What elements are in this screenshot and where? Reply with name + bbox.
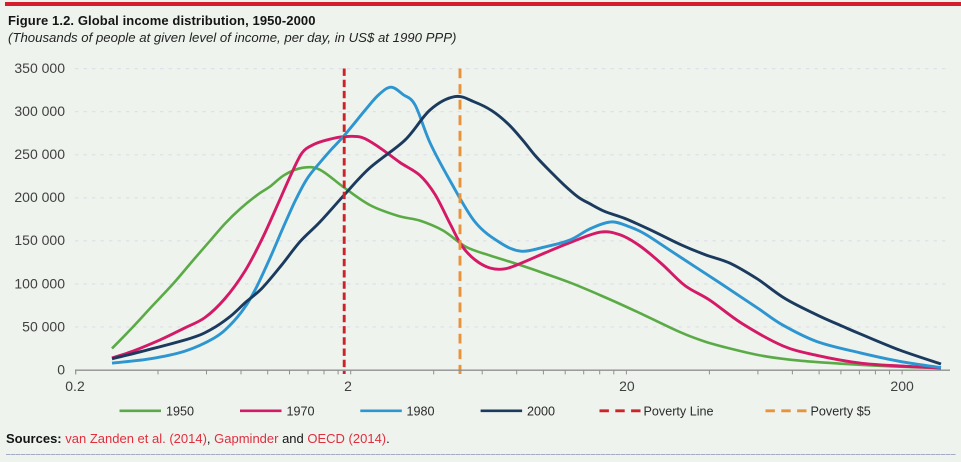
svg-text:300 000: 300 000: [14, 103, 65, 119]
svg-text:100 000: 100 000: [14, 275, 65, 291]
svg-text:50 000: 50 000: [22, 318, 65, 334]
svg-text:20: 20: [619, 378, 635, 394]
svg-text:1970: 1970: [287, 404, 315, 418]
svg-text:Poverty Line: Poverty Line: [644, 404, 714, 418]
svg-text:2: 2: [344, 378, 352, 394]
svg-text:0: 0: [57, 361, 65, 377]
svg-text:250 000: 250 000: [14, 146, 65, 162]
svg-text:0.2: 0.2: [65, 378, 85, 394]
svg-text:2000: 2000: [527, 404, 555, 418]
svg-text:150 000: 150 000: [14, 232, 65, 248]
svg-text:200 000: 200 000: [14, 189, 65, 205]
svg-text:350 000: 350 000: [14, 60, 65, 76]
svg-text:1950: 1950: [166, 404, 194, 418]
svg-text:Poverty $5: Poverty $5: [811, 404, 871, 418]
svg-text:200: 200: [890, 378, 914, 394]
svg-text:1980: 1980: [407, 404, 435, 418]
